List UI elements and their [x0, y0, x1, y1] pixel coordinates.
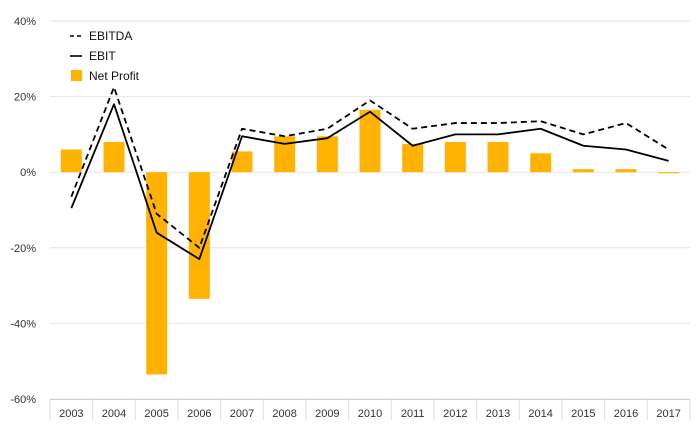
bar-net-profit — [359, 109, 381, 173]
x-axis: 2003 2004 2005 2006 2007 2008 2009 2010 2011 2012… — [49, 399, 691, 420]
legend-label-net-profit: Net Profit — [89, 69, 140, 83]
y-tick-label: 0% — [20, 167, 36, 179]
bar-net-profit — [530, 153, 552, 173]
legend-swatch-net-profit — [71, 70, 82, 81]
legend: EBITDA EBIT Net Profit — [70, 29, 140, 83]
bars-net-profit — [60, 109, 680, 375]
x-tick-label: 2015 — [571, 408, 595, 420]
bar-net-profit — [146, 172, 168, 375]
bar-net-profit — [444, 141, 466, 173]
x-tick-label: 2017 — [656, 408, 680, 420]
line-ebit — [70, 103, 669, 261]
bar-net-profit — [274, 136, 296, 173]
bar-net-profit — [615, 169, 637, 173]
x-tick-label: 2012 — [443, 408, 467, 420]
bar-net-profit — [60, 149, 82, 173]
legend-label-ebitda: EBITDA — [89, 29, 132, 43]
x-tick-label: 2016 — [614, 408, 638, 420]
x-tick-label: 2004 — [102, 408, 126, 420]
legend-label-ebit: EBIT — [89, 49, 116, 63]
bar-net-profit — [572, 169, 594, 173]
bar-net-profit — [487, 141, 509, 173]
bar-net-profit — [316, 136, 338, 173]
x-tick-label: 2007 — [230, 408, 254, 420]
lines — [70, 86, 670, 261]
bar-net-profit — [188, 172, 210, 299]
y-tick-label: 40% — [14, 16, 36, 28]
y-tick-label: -60% — [10, 394, 36, 406]
x-tick-label: 2014 — [528, 408, 552, 420]
bar-net-profit — [103, 141, 125, 173]
x-tick-label: 2011 — [401, 408, 425, 420]
y-tick-label: -40% — [10, 318, 36, 330]
line-ebitda — [70, 86, 670, 249]
x-tick-label: 2005 — [144, 408, 168, 420]
bar-net-profit — [402, 143, 424, 173]
y-tick-label: 20% — [14, 92, 36, 104]
bar-net-profit — [231, 151, 253, 173]
x-tick-label: 2009 — [315, 408, 339, 420]
bar-net-profit — [658, 172, 680, 174]
x-tick-label: 2013 — [486, 408, 510, 420]
x-tick-label: 2008 — [272, 408, 296, 420]
y-axis: 40% 20% 0% -20% -40% -60% — [10, 16, 36, 406]
grid-lines — [50, 20, 690, 400]
x-tick-label: 2003 — [59, 408, 83, 420]
x-tick-label: 2006 — [187, 408, 211, 420]
x-tick-label: 2010 — [358, 408, 382, 420]
y-tick-label: -20% — [10, 243, 36, 255]
